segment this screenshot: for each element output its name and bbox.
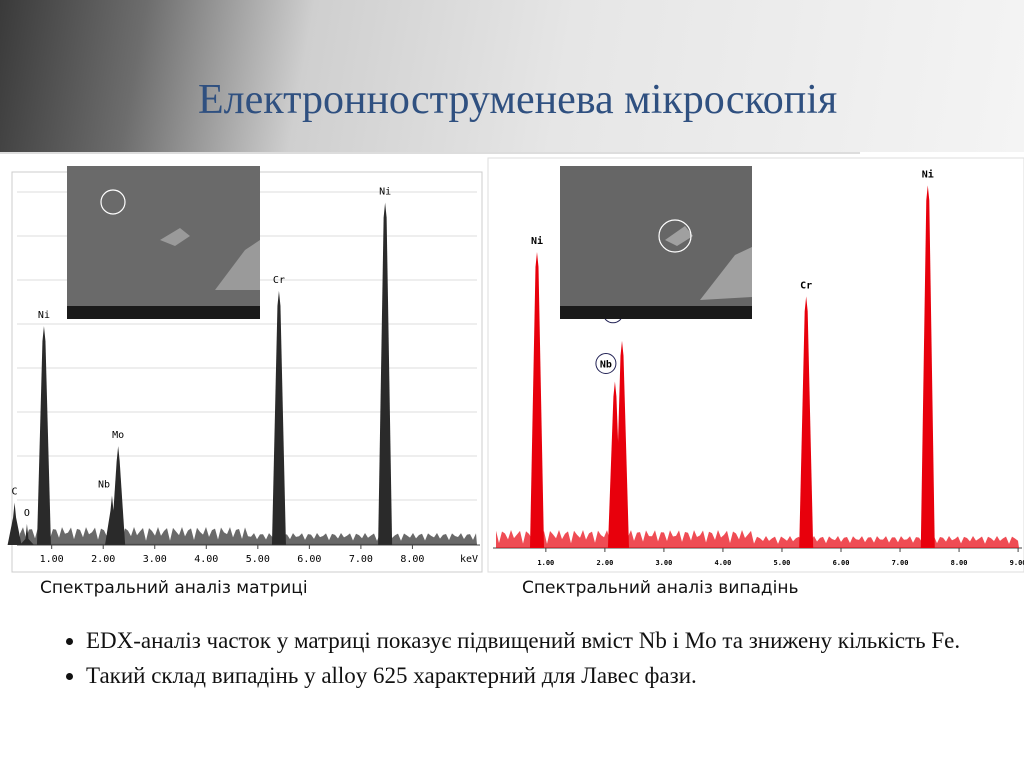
baseline-noise (20, 527, 477, 545)
x-tick-label: 5.00 (246, 554, 270, 565)
sem-marker (658, 219, 692, 253)
x-tick-label: 2.00 (91, 554, 115, 565)
spectrum-peak (920, 185, 935, 548)
spectrum-peak (7, 502, 22, 545)
spectrum-peak (607, 381, 622, 548)
caption: Спектральний аналіз матриці (40, 578, 308, 598)
x-tick-label: 4.00 (194, 554, 218, 565)
peak-label: Cr (273, 275, 285, 286)
caption: Спектральний аналіз випадінь (522, 578, 799, 598)
peak-label: Mo (112, 430, 124, 441)
x-tick-label: 9.00 (1010, 559, 1024, 567)
spectrum-peak (378, 202, 393, 545)
spectra-figure: 1.00 2.00 3.00 4.00 5.00 6.00 7.00 8.00 keV CO Ni M… (0, 152, 1024, 573)
peak-label: O (24, 508, 30, 519)
peak-label: Nb (600, 360, 612, 371)
sem-feature (160, 228, 260, 290)
x-tick-label: 6.00 (833, 559, 850, 567)
peak-label: Ni (531, 235, 543, 247)
sem-feature (665, 226, 752, 300)
x-tick-label: 2.00 (596, 559, 613, 567)
x-tick-label: 4.00 (715, 559, 732, 567)
x-tick-label: 1.00 (40, 554, 64, 565)
slide-title: Електронноструменева мікроскопія (198, 77, 838, 123)
peak-label: Ni (922, 168, 934, 180)
header-band (0, 0, 1024, 152)
x-tick-label: 3.00 (143, 554, 167, 565)
bullet: Такий склад випадінь у alloy 625 характе… (86, 659, 986, 692)
peak-label: Ni (379, 187, 391, 198)
peak-label: C (12, 487, 18, 498)
x-tick-label: 5.00 (774, 559, 791, 567)
x-tick-label: 8.00 (951, 559, 968, 567)
sem-image (67, 166, 260, 319)
x-tick-label: 3.00 (655, 559, 672, 567)
peak-label: Cr (800, 280, 812, 291)
spectrum-peak (271, 290, 286, 545)
x-tick-label: 8.00 (400, 554, 424, 565)
peak-label: Ni (38, 310, 50, 321)
plots: 1.00 2.00 3.00 4.00 5.00 6.00 7.00 8.00 keV CO Ni M… (7, 168, 1024, 567)
sem-info-bar (67, 306, 260, 319)
spectrum-peak (104, 495, 119, 545)
bullet: EDX-аналіз часток у матриці показує підв… (86, 624, 986, 657)
peak-label: Nb (98, 480, 110, 491)
x-tick-label: 7.00 (349, 554, 373, 565)
x-tick-label: 6.00 (297, 554, 321, 565)
sem-marker (100, 189, 126, 215)
label-ring (595, 353, 617, 374)
x-tick-label: 1.00 (537, 559, 554, 567)
spectrum-peak (36, 326, 51, 545)
spectrum-peak (529, 252, 544, 548)
spectrum-peak (799, 296, 814, 548)
bullet-list: EDX-аналіз часток у матриці показує підв… (40, 624, 986, 694)
spectrum-peak (19, 523, 34, 545)
x-tick-label: 7.00 (892, 559, 909, 567)
sem-info-bar (560, 306, 752, 319)
x-unit: keV (460, 554, 478, 565)
